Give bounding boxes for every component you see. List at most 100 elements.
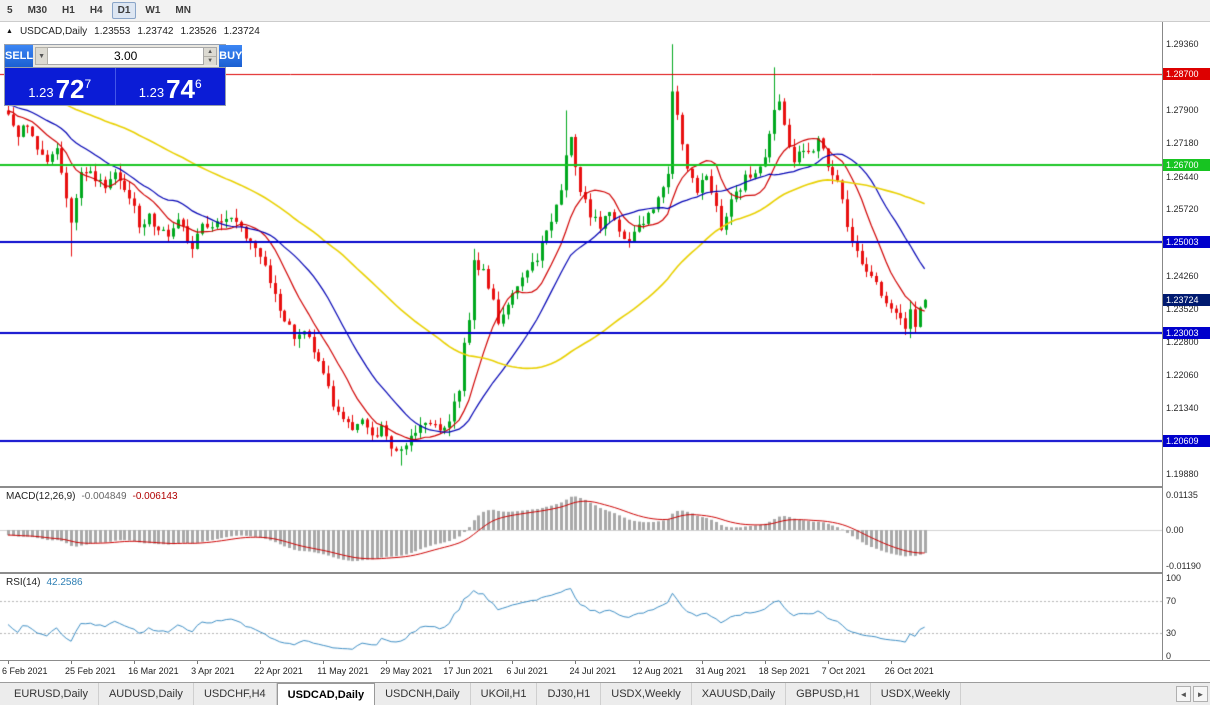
sell-price-sup: 7 bbox=[84, 77, 92, 91]
macd-axis-label: -0.01190 bbox=[1166, 561, 1201, 572]
price-tick-label: 1.19880 bbox=[1166, 469, 1199, 480]
volume-decrease-button[interactable]: ▼ bbox=[204, 57, 217, 65]
symbol-tab-gbpusd[interactable]: GBPUSD,H1 bbox=[786, 683, 871, 705]
date-tick bbox=[702, 661, 703, 664]
date-axis-label: 29 May 2021 bbox=[380, 666, 433, 676]
date-axis-label: 22 Apr 2021 bbox=[254, 666, 303, 676]
timeframe-button-w1[interactable]: W1 bbox=[145, 5, 161, 16]
rsi-panel-canvas[interactable] bbox=[0, 574, 1162, 660]
rsi-value: 42.2586 bbox=[46, 577, 83, 588]
tab-scroll-right-button[interactable]: ► bbox=[1193, 686, 1208, 702]
macd-name: MACD(12,26,9) bbox=[6, 491, 76, 502]
price-axis[interactable]: 1.293601.286401.279001.271801.264401.257… bbox=[1162, 22, 1210, 661]
date-tick bbox=[134, 661, 135, 664]
price-tick-label: 1.24260 bbox=[1166, 270, 1199, 281]
timeframe-button-mn[interactable]: MN bbox=[175, 5, 191, 16]
sell-price-small: 1.23 bbox=[28, 85, 54, 100]
date-axis-label: 12 Aug 2021 bbox=[632, 666, 684, 676]
date-axis[interactable]: 6 Feb 2021 25 Feb 2021 16 Mar 2021 3 Apr 20… bbox=[0, 661, 1210, 682]
price-divider bbox=[114, 68, 116, 105]
rsi-axis-label: 0 bbox=[1166, 651, 1172, 661]
volume-increase-button[interactable]: ▲ bbox=[204, 48, 217, 57]
rsi-axis-label: 100 bbox=[1166, 573, 1182, 583]
timeframe-button-5[interactable]: 5 bbox=[7, 5, 13, 16]
macd-axis-label: 0.01135 bbox=[1166, 490, 1198, 501]
price-tick-label: 1.27180 bbox=[1166, 138, 1199, 149]
buy-price-small: 1.23 bbox=[138, 85, 165, 100]
panel-divider bbox=[0, 660, 1210, 661]
date-tick bbox=[765, 661, 766, 664]
date-tick bbox=[197, 661, 198, 664]
date-tick bbox=[512, 661, 513, 664]
macd-indicator-label: MACD(12,26,9) -0.004849 -0.006143 bbox=[6, 491, 178, 502]
hline-price-badge: 1.26700 bbox=[1163, 158, 1210, 171]
panel-resize-handle[interactable] bbox=[0, 486, 1210, 488]
sell-price-display[interactable]: 1.23 72 7 bbox=[5, 68, 115, 105]
date-axis-label: 31 Aug 2021 bbox=[695, 666, 747, 676]
timeframe-button-m30[interactable]: M30 bbox=[27, 5, 48, 16]
sell-price-big: 72 bbox=[55, 74, 85, 104]
timeframe-button-d1[interactable]: D1 bbox=[111, 2, 137, 19]
ohlc-low-value: 1.23526 bbox=[180, 26, 217, 37]
collapse-triangle-icon[interactable]: ▲ bbox=[6, 28, 13, 35]
volume-dropdown-button[interactable]: ▼ bbox=[35, 47, 49, 65]
date-tick bbox=[639, 661, 640, 664]
date-axis-label: 16 Mar 2021 bbox=[128, 666, 179, 676]
date-axis-label: 6 Jul 2021 bbox=[506, 666, 548, 676]
chart-area: ▲ USDCAD,Daily 1.23553 1.23742 1.23526 1… bbox=[0, 22, 1210, 682]
symbol-tab-usdx[interactable]: USDX,Weekly bbox=[871, 683, 962, 705]
symbol-tab-eurusd[interactable]: EURUSD,Daily bbox=[4, 683, 99, 705]
buy-price-big: 74 bbox=[166, 74, 196, 104]
price-tick-label: 1.29360 bbox=[1166, 39, 1199, 50]
buy-button[interactable]: BUY bbox=[219, 45, 243, 67]
symbol-tab-usdcnh[interactable]: USDCNH,Daily bbox=[375, 683, 471, 705]
symbol-tab-audusd[interactable]: AUDUSD,Daily bbox=[99, 683, 194, 705]
ohlc-open-value: 1.23553 bbox=[94, 26, 131, 37]
hline-price-badge: 1.25003 bbox=[1163, 235, 1210, 248]
macd-signal-value: -0.006143 bbox=[132, 491, 178, 502]
symbol-tab-xauusd[interactable]: XAUUSD,Daily bbox=[692, 683, 787, 705]
sell-button[interactable]: SELL bbox=[5, 45, 34, 67]
price-tick-label: 1.22060 bbox=[1166, 370, 1199, 381]
tab-scroll-left-button[interactable]: ◄ bbox=[1176, 686, 1191, 702]
date-tick bbox=[828, 661, 829, 664]
timeframe-button-h4[interactable]: H4 bbox=[89, 5, 103, 16]
timeframe-button-h1[interactable]: H1 bbox=[62, 5, 75, 16]
price-tick-label: 1.23520 bbox=[1166, 304, 1199, 315]
symbol-tab-usdchf[interactable]: USDCHF,H4 bbox=[194, 683, 277, 705]
volume-control: ▼ ▲ ▼ bbox=[33, 45, 219, 67]
buy-price-display[interactable]: 1.23 74 6 bbox=[116, 68, 226, 105]
macd-main-value: -0.004849 bbox=[81, 491, 127, 502]
symbol-tabbar: EURUSD,Daily AUDUSD,Daily USDCHF,H4 USDCAD,… bbox=[0, 682, 1210, 705]
symbol-tab-usdcad[interactable]: USDCAD,Daily bbox=[276, 683, 376, 705]
symbol-tab-ukoil[interactable]: UKOil,H1 bbox=[471, 683, 538, 705]
symbol-tab-usdx[interactable]: USDX,Weekly bbox=[601, 683, 692, 705]
date-axis-label: 6 Feb 2021 bbox=[2, 666, 48, 676]
date-axis-label: 25 Feb 2021 bbox=[65, 666, 116, 676]
macd-panel-canvas[interactable] bbox=[0, 488, 1162, 572]
price-tick-label: 1.21340 bbox=[1166, 402, 1199, 413]
price-tick-label: 1.22800 bbox=[1166, 336, 1199, 347]
hline-price-badge: 1.20609 bbox=[1163, 435, 1210, 448]
symbol-tabs: EURUSD,Daily AUDUSD,Daily USDCHF,H4 USDCAD,… bbox=[4, 683, 962, 705]
date-tick bbox=[323, 661, 324, 664]
date-tick bbox=[71, 661, 72, 664]
symbol-tab-dj30[interactable]: DJ30,H1 bbox=[537, 683, 602, 705]
panel-resize-handle[interactable] bbox=[0, 572, 1210, 574]
macd-axis-label: 0.00 bbox=[1166, 525, 1184, 535]
current-price-badge: 1.23724 bbox=[1163, 293, 1210, 306]
price-tick-label: 1.25720 bbox=[1166, 204, 1199, 215]
volume-input[interactable] bbox=[48, 47, 205, 65]
price-tick-label: 1.27900 bbox=[1166, 105, 1199, 116]
date-tick bbox=[8, 661, 9, 664]
symbol-period-label: USDCAD,Daily bbox=[19, 26, 88, 37]
date-tick bbox=[260, 661, 261, 664]
date-tick bbox=[386, 661, 387, 664]
date-axis-label: 11 May 2021 bbox=[317, 666, 369, 676]
ohlc-high-value: 1.23742 bbox=[137, 26, 174, 37]
rsi-axis-label: 30 bbox=[1166, 627, 1177, 638]
buy-price-sup: 6 bbox=[195, 77, 202, 91]
rsi-axis-label: 70 bbox=[1166, 596, 1177, 607]
